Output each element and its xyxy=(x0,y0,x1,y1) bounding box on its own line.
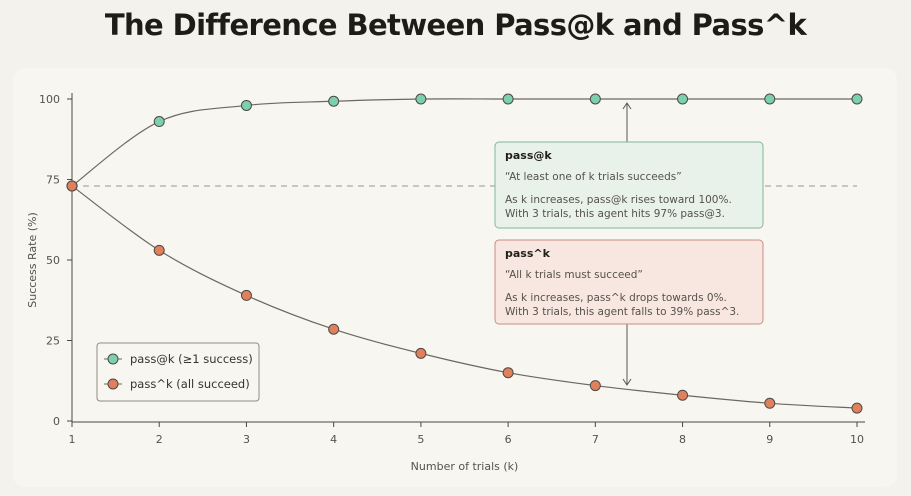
pass-at-k-point xyxy=(764,93,776,105)
legend-box xyxy=(96,342,260,402)
legend-marker xyxy=(107,378,119,390)
callout-quote: “At least one of k trials succeeds” xyxy=(505,171,682,183)
legend-marker xyxy=(107,353,119,365)
callout-line: With 3 trials, this agent falls to 39% p… xyxy=(505,306,739,318)
pass-pow-k-point xyxy=(764,397,776,409)
arrow-down-head xyxy=(622,378,632,386)
y-tick-label: 75 xyxy=(46,174,60,187)
pass-pow-k-line xyxy=(71,185,858,409)
callout-title: pass^k xyxy=(505,247,551,260)
y-tick-label: 50 xyxy=(46,254,60,267)
callout-line: With 3 trials, this agent hits 97% pass@… xyxy=(505,208,725,220)
x-tick-label: 4 xyxy=(330,433,337,446)
pass-pow-k-point xyxy=(851,402,863,414)
pass-pow-k-point xyxy=(415,347,427,359)
arrow-up-head xyxy=(622,102,632,110)
x-tick-label: 1 xyxy=(69,433,76,446)
callout-box xyxy=(494,141,764,229)
x-tick-label: 6 xyxy=(505,433,512,446)
x-tick-label: 3 xyxy=(243,433,250,446)
pass-at-k-line xyxy=(71,98,857,187)
pass-pow-k-point xyxy=(66,180,78,192)
pass-at-k-point xyxy=(153,116,165,128)
pass-at-k-point xyxy=(851,93,863,105)
x-axis-label: Number of trials (k) xyxy=(411,460,519,473)
callout-line: As k increases, pass@k rises toward 100%… xyxy=(505,194,732,206)
x-tick-label: 9 xyxy=(766,433,773,446)
pass-at-k-point xyxy=(589,93,601,105)
pass-at-k-point xyxy=(328,95,340,107)
pass-pow-k-point xyxy=(328,323,340,335)
data-points xyxy=(66,93,863,414)
y-tick-label: 25 xyxy=(46,335,60,348)
legend: pass@k (≥1 success) pass^k (all succeed) xyxy=(96,342,260,402)
pass-pow-k-callout: pass^k “All k trials must succeed” As k in… xyxy=(494,239,764,325)
legend-label: pass^k (all succeed) xyxy=(130,377,250,391)
x-tick-label: 10 xyxy=(850,433,864,446)
pass-at-k-callout: pass@k “At least one of k trials succeeds… xyxy=(494,141,764,229)
callout-quote: “All k trials must succeed” xyxy=(505,269,643,281)
annotations: pass@k “At least one of k trials succeeds… xyxy=(494,102,764,386)
legend-label: pass@k (≥1 success) xyxy=(130,352,253,366)
pass-pow-k-point xyxy=(240,289,252,301)
pass-at-k-point xyxy=(240,99,252,111)
page-title: The Difference Between Pass@k and Pass^k xyxy=(104,8,807,42)
curves xyxy=(71,98,858,409)
x-tick-label: 7 xyxy=(592,433,599,446)
x-tick-label: 5 xyxy=(417,433,424,446)
pass-at-k-point xyxy=(502,93,514,105)
pass-pow-k-point xyxy=(153,244,165,256)
callout-title: pass@k xyxy=(505,149,552,162)
pass-pow-k-point xyxy=(502,367,514,379)
callout-box xyxy=(494,239,764,325)
y-tick-label: 100 xyxy=(39,93,60,106)
pass-pow-k-point xyxy=(589,380,601,392)
pass-at-k-point xyxy=(677,93,689,105)
y-axis-label: Success Rate (%) xyxy=(26,212,39,308)
x-tick-label: 8 xyxy=(679,433,686,446)
callout-line: As k increases, pass^k drops towards 0%. xyxy=(505,292,727,304)
pass-pow-k-point xyxy=(677,389,689,401)
x-tick-label: 2 xyxy=(156,433,163,446)
y-tick-label: 0 xyxy=(53,415,60,428)
pass-at-k-point xyxy=(415,93,427,105)
